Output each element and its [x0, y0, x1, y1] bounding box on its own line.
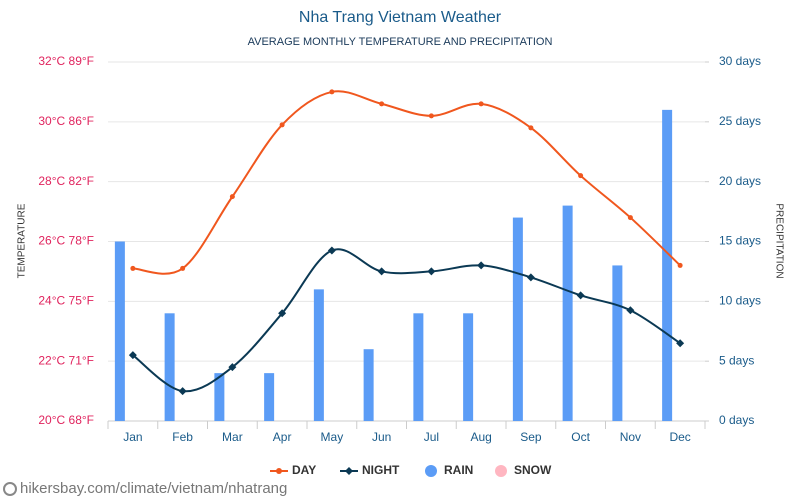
point [676, 339, 685, 348]
point [377, 267, 386, 276]
y-axis-label: TEMPERATURE [17, 203, 28, 278]
y2-tick-label: 20 days [719, 174, 761, 188]
y-tick-label: 20°C 68°F [38, 413, 94, 427]
point [526, 273, 535, 282]
legend-label: DAY [292, 463, 316, 477]
y2-tick-label: 25 days [719, 114, 761, 128]
x-tick-label: Nov [620, 430, 641, 444]
point [379, 101, 385, 107]
y2-tick-label: 10 days [719, 294, 761, 308]
source: hikersbay.com/climate/vietnam/nhatrang [20, 480, 287, 497]
legend-label: RAIN [444, 463, 473, 477]
chart-title: Nha Trang Vietnam Weather [299, 9, 502, 26]
x-tick-label: Feb [172, 430, 193, 444]
y-tick-label: 26°C 78°F [38, 234, 94, 248]
x-tick-label: Jun [372, 430, 391, 444]
point [428, 113, 434, 119]
bar [114, 241, 125, 421]
x-tick-label: Apr [273, 430, 292, 444]
bar [612, 265, 623, 421]
bar [313, 289, 324, 421]
point [128, 351, 137, 360]
point [478, 101, 484, 107]
x-tick-label: Mar [222, 430, 243, 444]
point [130, 265, 136, 271]
y2-tick-label: 0 days [719, 413, 754, 427]
y2-tick-label: 30 days [719, 54, 761, 68]
bar [363, 349, 374, 421]
legend-swatch [345, 467, 353, 475]
bar [413, 313, 424, 421]
legend-label: SNOW [514, 463, 552, 477]
point [528, 125, 534, 131]
line [132, 90, 681, 275]
legend-label: NIGHT [362, 463, 400, 477]
source-icon [3, 482, 17, 496]
y2-tick-label: 5 days [719, 353, 754, 367]
legend-swatch [495, 465, 507, 477]
point [178, 387, 187, 396]
legend-swatch [276, 468, 282, 474]
bar [562, 205, 573, 421]
line [132, 248, 681, 393]
x-tick-label: Jan [123, 430, 142, 444]
x-tick-label: Aug [470, 430, 491, 444]
bar [512, 217, 523, 421]
point [477, 261, 486, 270]
y-tick-label: 28°C 82°F [38, 174, 94, 188]
y2-tick-label: 15 days [719, 234, 761, 248]
point [626, 306, 635, 315]
y-tick-label: 32°C 89°F [38, 54, 94, 68]
bar [214, 373, 225, 421]
point [279, 122, 285, 128]
x-tick-label: Sep [520, 430, 542, 444]
x-tick-label: May [321, 430, 344, 444]
bar [264, 373, 275, 421]
x-tick-label: Jul [424, 430, 439, 444]
point [228, 363, 237, 372]
point [327, 246, 336, 255]
point [627, 215, 633, 221]
y-tick-label: 24°C 75°F [38, 294, 94, 308]
x-tick-label: Oct [571, 430, 590, 444]
y-tick-label: 22°C 71°F [38, 353, 94, 367]
chart-subtitle: AVERAGE MONTHLY TEMPERATURE AND PRECIPIT… [248, 36, 553, 48]
point [578, 173, 584, 179]
bar [164, 313, 175, 421]
point [427, 267, 436, 276]
y2-axis-label: PRECIPITATION [773, 203, 784, 278]
bar [463, 313, 474, 421]
point [229, 194, 235, 200]
point [278, 309, 287, 318]
x-tick-label: Dec [669, 430, 690, 444]
bar [662, 109, 673, 421]
point [576, 291, 585, 300]
y-tick-label: 30°C 86°F [38, 114, 94, 128]
point [329, 89, 335, 95]
point [677, 262, 683, 268]
point [180, 265, 186, 271]
legend-swatch [425, 465, 437, 477]
